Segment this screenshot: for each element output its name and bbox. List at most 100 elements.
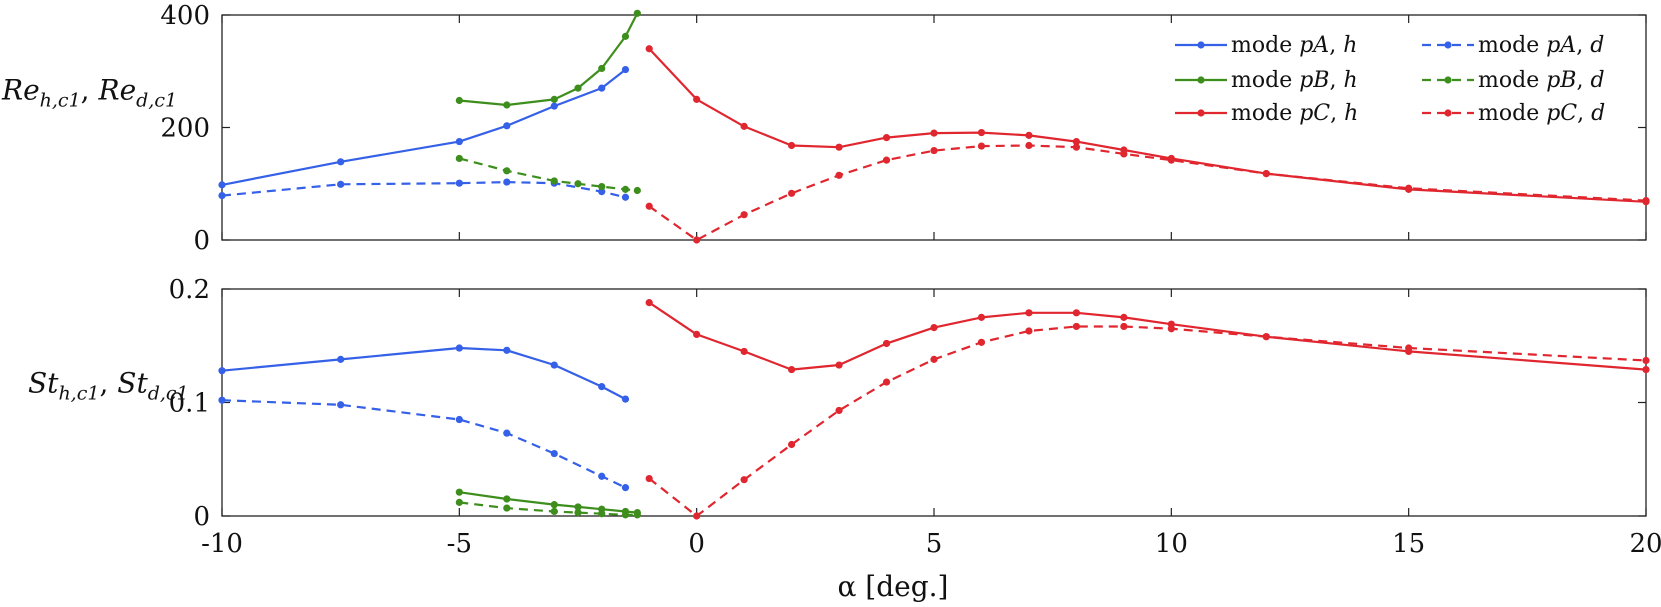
series-line-mode-pb-h xyxy=(459,12,639,107)
legend-label: mode pA, h xyxy=(1231,33,1357,58)
legend: mode pA, h mode pA, d mode pB, h mode pB, d… xyxy=(1175,33,1605,126)
x-tick-label: 20 xyxy=(1629,529,1661,559)
data-point xyxy=(645,474,653,483)
data-point xyxy=(503,167,511,175)
series-line-mode-pa-h xyxy=(221,68,627,186)
series-line-mode-pb-d xyxy=(459,157,638,192)
axes-box xyxy=(221,288,1647,517)
legend-marker xyxy=(1197,109,1205,117)
data-point xyxy=(621,32,630,40)
data-point xyxy=(930,323,938,332)
data-point xyxy=(574,508,582,517)
data-point xyxy=(645,202,653,210)
data-point xyxy=(1120,313,1128,321)
data-point xyxy=(740,122,748,130)
data-point xyxy=(621,484,630,492)
data-point xyxy=(930,355,938,363)
data-point xyxy=(455,96,463,105)
y-axis-title: Reh,c1, Red,c1 xyxy=(1,74,177,112)
data-point xyxy=(693,512,701,520)
data-point xyxy=(598,182,606,191)
data-point xyxy=(550,501,558,509)
x-tick-label: 0 xyxy=(688,529,705,559)
series-line-mode-pc-d xyxy=(648,144,1647,242)
data-point xyxy=(693,330,701,338)
legend-marker xyxy=(1197,41,1205,49)
data-point xyxy=(882,156,891,164)
data-point xyxy=(645,299,653,307)
data-point xyxy=(598,84,606,92)
data-point xyxy=(550,449,558,458)
y-tick-label: 200 xyxy=(160,114,210,144)
data-point xyxy=(977,313,986,321)
data-point xyxy=(1025,141,1033,150)
data-point xyxy=(633,9,641,17)
data-point xyxy=(503,122,511,130)
data-point xyxy=(1072,137,1080,146)
data-point xyxy=(503,101,511,109)
legend-label: mode pB, h xyxy=(1231,68,1358,93)
data-point xyxy=(835,171,843,179)
x-tick-label: 10 xyxy=(1155,529,1188,559)
re-panel: 0 200 400 Reh,c1, Red,c1 xyxy=(1,1,1650,256)
data-point xyxy=(621,185,630,193)
data-point xyxy=(455,498,463,506)
data-point xyxy=(633,186,641,195)
data-point xyxy=(740,211,748,219)
x-tick-label: -5 xyxy=(447,529,472,559)
y-axis-title: Sth,c1, Std,c1 xyxy=(28,367,189,405)
data-point xyxy=(218,191,226,200)
data-point xyxy=(1072,309,1080,317)
data-point xyxy=(337,158,345,166)
data-point xyxy=(1025,327,1033,335)
data-point xyxy=(455,137,463,146)
data-point xyxy=(1072,322,1080,331)
data-point xyxy=(218,367,226,375)
legend-marker xyxy=(1444,109,1452,117)
series-line-mode-pa-h xyxy=(221,346,627,401)
data-point xyxy=(788,189,796,197)
data-point xyxy=(1642,356,1650,365)
data-point xyxy=(693,236,701,244)
data-point xyxy=(930,146,938,155)
data-point xyxy=(1642,197,1650,205)
data-point xyxy=(788,141,796,150)
series-line-mode-pa-d xyxy=(221,399,626,489)
data-point xyxy=(621,511,630,519)
data-point xyxy=(788,365,796,374)
legend-marker xyxy=(1197,76,1205,84)
x-tick-label: 5 xyxy=(926,529,943,559)
st-panel: 0 0.1 0.2 Sth,c1, Std,c1 -10 -5 0 5 10 15 20 xyxy=(28,275,1661,559)
data-point xyxy=(503,429,511,437)
data-point xyxy=(550,361,558,369)
data-point xyxy=(550,102,558,110)
data-point xyxy=(503,178,511,186)
data-point xyxy=(1025,309,1033,317)
data-point xyxy=(503,504,511,512)
legend-label: mode pB, d xyxy=(1478,68,1605,93)
data-point xyxy=(1025,131,1033,139)
series-line-mode-pc-d xyxy=(648,325,1647,518)
data-point xyxy=(1405,344,1413,352)
data-point xyxy=(1120,322,1128,331)
data-point xyxy=(337,180,345,188)
data-point xyxy=(455,415,463,424)
data-point xyxy=(455,154,463,163)
data-point xyxy=(598,64,606,73)
data-point xyxy=(550,507,558,516)
data-point xyxy=(1642,365,1650,374)
legend-label: mode pC, d xyxy=(1478,101,1605,126)
data-point xyxy=(621,193,630,201)
data-point xyxy=(977,338,986,346)
data-point xyxy=(930,129,938,137)
legend-label: mode pC, h xyxy=(1231,101,1358,126)
data-point xyxy=(503,495,511,503)
data-point xyxy=(1167,325,1175,333)
series-line-mode-pa-d xyxy=(221,181,626,199)
data-point xyxy=(693,95,701,103)
data-point xyxy=(574,180,582,188)
data-point xyxy=(1262,170,1270,178)
legend-label: mode pA, d xyxy=(1478,33,1604,58)
data-point xyxy=(835,361,843,369)
